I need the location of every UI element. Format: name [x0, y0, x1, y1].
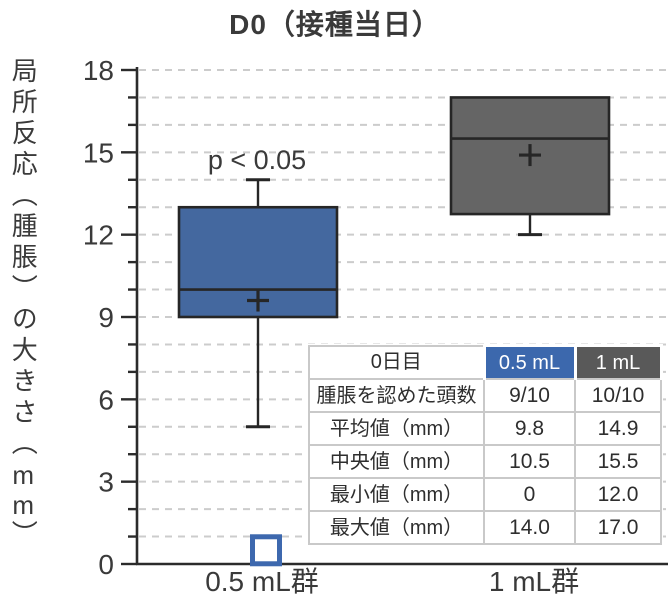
summary-table-value-cell: 15.5	[574, 444, 662, 479]
summary-table-header-row: 0日目 0.5 mL 1 mL	[308, 344, 663, 380]
summary-table-row-label: 最大値（mm）	[308, 510, 485, 545]
p-value-annotation: p < 0.05	[208, 145, 306, 175]
summary-table-value-cell: 9/10	[483, 378, 576, 413]
summary-table-row-label: 最小値（mm）	[308, 477, 485, 512]
y-axis-label-segment: 局所反応（腫脹）の大きさ（	[8, 57, 39, 460]
summary-table-value-cell: 12.0	[574, 477, 662, 512]
chart-title: D0（接種当日）	[229, 9, 441, 40]
summary-table-row-label: 中央値（mm）	[308, 444, 485, 479]
summary-table-row: 平均値（mm） 9.8 14.9	[308, 411, 662, 446]
summary-table-row-label: 腫脹を認めた頭数	[308, 378, 485, 413]
x-category-label: 0.5 mL群	[205, 566, 319, 597]
y-tick-label: 0	[98, 549, 114, 580]
y-tick-label: 9	[98, 302, 114, 333]
y-axis-label-segment: mm	[8, 460, 39, 520]
summary-table-value-cell: 17.0	[574, 510, 662, 545]
summary-table-header-0: 0日目	[308, 344, 485, 380]
summary-table-row: 最小値（mm） 0 12.0	[308, 477, 662, 512]
summary-table-row: 腫脹を認めた頭数 9/10 10/10	[308, 378, 662, 413]
summary-table-row: 最大値（mm） 14.0 17.0	[308, 510, 662, 545]
summary-table-value-cell: 9.8	[483, 411, 576, 446]
summary-table-row: 中央値（mm） 10.5 15.5	[308, 444, 662, 479]
y-tick-label: 6	[98, 384, 114, 415]
summary-table-value-cell: 14.0	[483, 510, 576, 545]
summary-table-header-1: 0.5 mL	[482, 344, 577, 380]
summary-table-value-cell: 0	[483, 477, 576, 512]
summary-table: 0日目 0.5 mL 1 mL 腫脹を認めた頭数 9/10 10/10 平均値（mm） 9.…	[308, 344, 663, 545]
summary-table-value-cell: 10/10	[574, 378, 662, 413]
y-tick-label: 3	[98, 467, 114, 498]
summary-table-value-cell: 14.9	[574, 411, 662, 446]
y-axis-label-segment: ）	[8, 520, 39, 551]
summary-table-header-2: 1 mL	[573, 344, 663, 380]
outlier-square-marker	[250, 534, 282, 567]
y-tick-label: 18	[83, 55, 114, 86]
y-tick-label: 15	[83, 137, 114, 168]
y-axis-label: 局所反応（腫脹）の大きさ（mm）	[7, 57, 38, 597]
y-tick-label: 12	[83, 220, 114, 251]
summary-table-row-label: 平均値（mm）	[308, 411, 485, 446]
summary-table-value-cell: 10.5	[483, 444, 576, 479]
x-category-label: 1 mL群	[489, 566, 579, 597]
